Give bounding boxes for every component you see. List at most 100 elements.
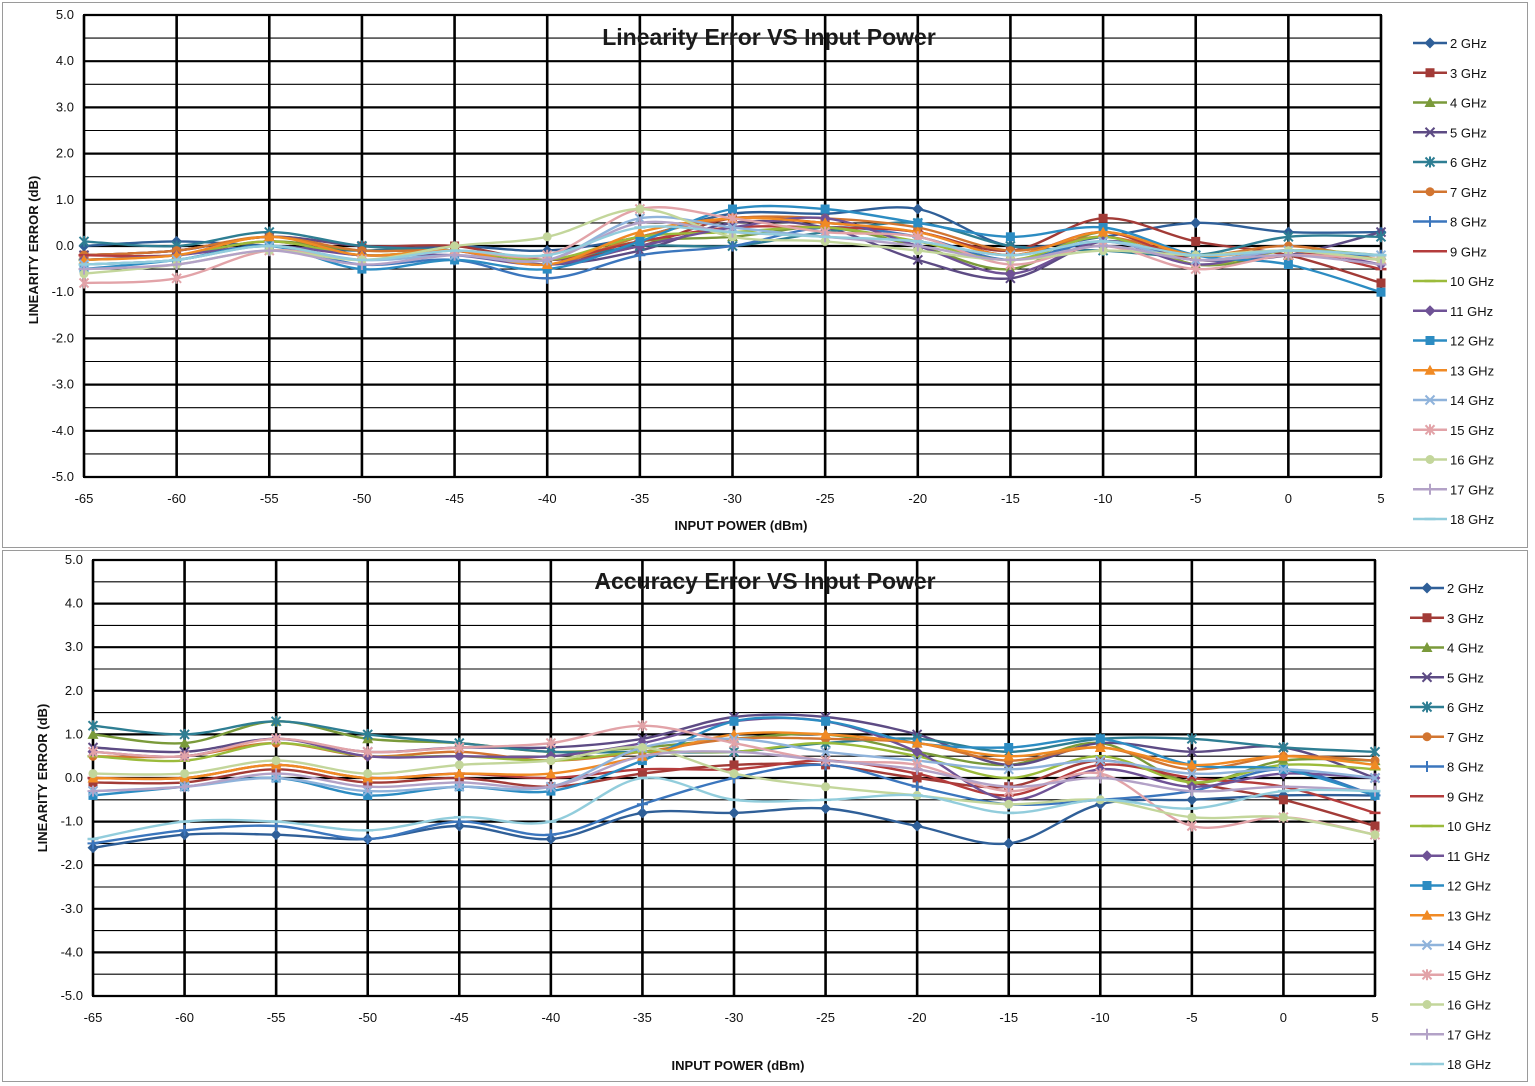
data-point: [1095, 734, 1105, 744]
data-point: [1003, 764, 1014, 775]
data-point: [911, 781, 923, 793]
data-point: [1097, 226, 1109, 237]
data-point: [1191, 236, 1201, 246]
legend-marker: [1422, 613, 1432, 623]
legend-item: 2 GHz: [1413, 36, 1487, 51]
legend-marker: [1421, 909, 1433, 920]
legend-item: 5 GHz: [1413, 125, 1487, 140]
data-point: [87, 785, 99, 797]
legend-marker: [1424, 37, 1436, 49]
data-point: [453, 776, 465, 788]
data-point: [271, 756, 281, 766]
legend-item: 11 GHz: [1410, 849, 1490, 864]
data-point: [545, 781, 557, 793]
y-tick-label: 3.0: [65, 639, 83, 654]
x-tick-label: 5: [1377, 491, 1384, 506]
data-point: [545, 768, 557, 779]
y-tick-label: 2.0: [65, 683, 83, 698]
legend-label: 14 GHz: [1450, 393, 1494, 408]
legend-item: 14 GHz: [1413, 393, 1494, 408]
data-point: [636, 798, 648, 810]
data-point: [635, 204, 645, 214]
data-point: [87, 728, 99, 739]
legend-item: 10 GHz: [1410, 819, 1491, 834]
data-point: [78, 235, 90, 247]
y-tick-label: 4.0: [65, 596, 83, 611]
data-point: [270, 733, 282, 745]
data-point: [1278, 795, 1288, 805]
data-point: [1186, 759, 1198, 770]
legend-label: 5 GHz: [1450, 125, 1487, 140]
data-point: [1376, 278, 1386, 288]
legend-label: 15 GHz: [1447, 968, 1491, 983]
legend-label: 12 GHz: [1450, 334, 1494, 349]
legend-marker: [1421, 582, 1433, 594]
data-point: [179, 824, 191, 836]
data-point: [729, 769, 739, 779]
y-tick-label: 3.0: [56, 99, 74, 114]
legend-item: 16 GHz: [1410, 998, 1491, 1013]
legend-marker: [1422, 881, 1432, 890]
legend-label: 17 GHz: [1450, 482, 1494, 497]
legend-marker: [1421, 939, 1433, 951]
legend-label: 2 GHz: [1450, 36, 1487, 51]
data-point: [1186, 794, 1198, 806]
y-tick-label: 0.0: [56, 238, 74, 253]
legend-label: 14 GHz: [1447, 938, 1491, 953]
legend-label: 3 GHz: [1447, 611, 1484, 626]
data-point: [820, 803, 832, 814]
data-point: [1094, 772, 1106, 784]
data-point: [729, 760, 739, 770]
y-tick-label: 5.0: [65, 552, 83, 567]
x-tick-label: -60: [175, 1010, 194, 1025]
legend-marker: [1424, 305, 1436, 317]
legend-item: 6 GHz: [1410, 700, 1484, 715]
data-point: [454, 760, 464, 770]
data-point: [87, 746, 99, 758]
legend-item: 12 GHz: [1410, 879, 1491, 894]
data-point: [179, 737, 191, 748]
data-point: [1370, 830, 1380, 840]
data-point: [1190, 217, 1202, 229]
legend-marker: [1421, 672, 1433, 683]
legend-label: 13 GHz: [1450, 363, 1494, 378]
data-point: [912, 203, 924, 215]
data-point: [542, 232, 552, 242]
x-tick-label: -40: [538, 491, 557, 506]
y-tick-label: -4.0: [61, 944, 83, 959]
data-point: [1003, 781, 1015, 793]
x-tick-label: -10: [1094, 491, 1113, 506]
data-point: [78, 277, 90, 289]
data-point: [1369, 772, 1381, 784]
y-tick-label: 4.0: [56, 53, 74, 68]
data-point: [1098, 213, 1108, 223]
x-tick-label: -30: [725, 1010, 744, 1025]
data-point: [541, 272, 553, 284]
y-axis-label: LINEARITY ERROR (dB): [26, 176, 41, 325]
x-tick-label: -65: [84, 1010, 103, 1025]
x-tick-label: -35: [633, 1010, 652, 1025]
legend-marker: [1421, 642, 1433, 652]
data-point: [179, 750, 190, 762]
legend-marker: [1424, 127, 1436, 138]
legend-item: 15 GHz: [1413, 423, 1494, 438]
legend-item: 9 GHz: [1410, 789, 1484, 804]
y-tick-label: 1.0: [65, 726, 83, 741]
data-point: [363, 790, 373, 800]
legend-marker: [1421, 761, 1433, 772]
data-point: [270, 829, 282, 841]
x-tick-label: -25: [816, 1010, 835, 1025]
data-point: [179, 781, 191, 793]
legend-label: 11 GHz: [1450, 304, 1493, 319]
y-tick-label: 2.0: [56, 146, 74, 161]
x-tick-label: -25: [816, 491, 835, 506]
data-point: [1095, 755, 1106, 766]
legend-marker: [1424, 216, 1436, 227]
data-point: [1186, 785, 1198, 797]
x-tick-label: -45: [445, 491, 464, 506]
legend-marker: [1421, 701, 1433, 713]
data-point: [180, 769, 190, 779]
legend-label: 6 GHz: [1447, 700, 1484, 715]
legend-label: 16 GHz: [1450, 453, 1494, 468]
data-point: [913, 218, 923, 228]
